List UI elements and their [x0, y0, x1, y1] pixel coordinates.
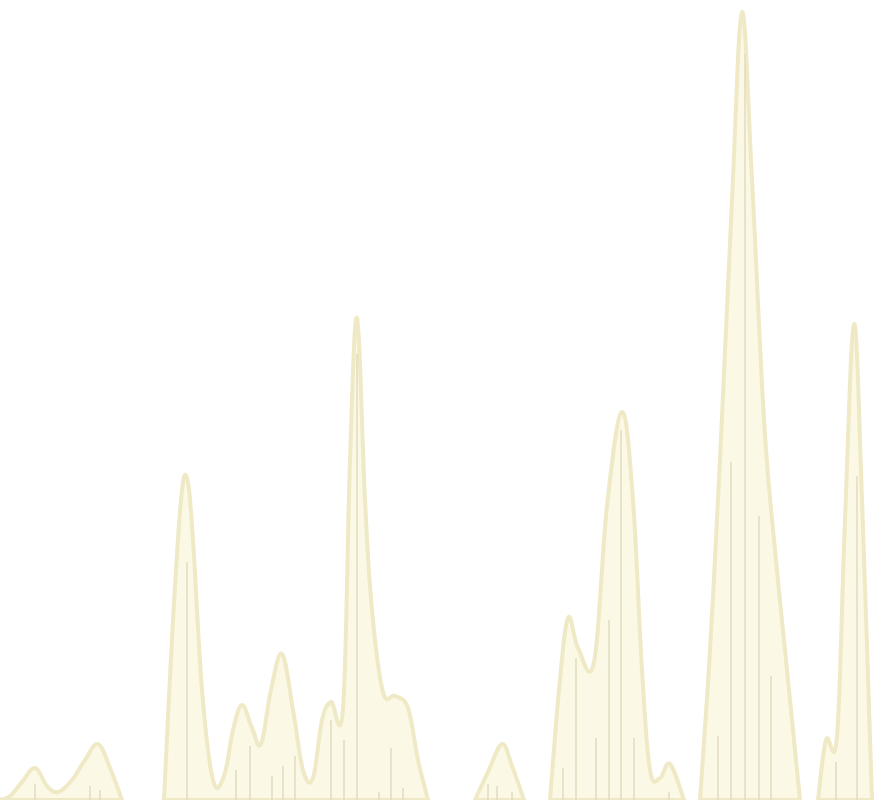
density-area-segment-1	[0, 741, 124, 800]
density-area-layer	[0, 9, 874, 800]
density-area-segment-6	[816, 321, 874, 800]
density-area-segment-5	[698, 9, 802, 800]
density-area-segment-2	[162, 315, 430, 800]
spike-layer	[34, 54, 858, 800]
density-area-segment-4	[548, 409, 686, 800]
